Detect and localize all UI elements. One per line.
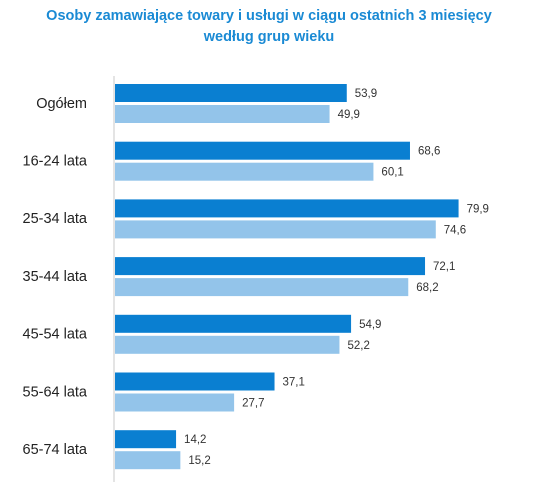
category-label: 45-54 lata — [23, 327, 88, 343]
bar-series-1 — [115, 314, 352, 333]
data-label: 27,7 — [242, 398, 264, 410]
bar-series-2 — [115, 105, 330, 123]
chart-title: Osoby zamawiające towary i usługi w ciąg… — [0, 6, 538, 48]
data-label: 37,1 — [283, 377, 305, 389]
data-label: 53,9 — [355, 88, 377, 100]
data-label: 49,9 — [338, 109, 360, 121]
plot-area: Ogółem 53,9 49,9 16-24 lata 68,6 60,1 25-34 la… — [23, 84, 489, 470]
data-label: 72,1 — [433, 261, 455, 273]
chart-title-line-1: Osoby zamawiające towary i usługi w ciąg… — [46, 8, 492, 24]
chart-title-line-2: według grup wieku — [203, 29, 335, 45]
data-label: 52,2 — [347, 340, 369, 352]
bar-series-1 — [115, 141, 410, 160]
bar-series-2 — [115, 220, 436, 239]
category-label: 16-24 lata — [23, 154, 88, 170]
category-label: 65-74 lata — [23, 442, 88, 458]
category-label: 55-64 lata — [23, 384, 88, 400]
category-label: Ogółem — [36, 96, 87, 112]
data-label: 14,2 — [184, 434, 206, 446]
category-label: 35-44 lata — [23, 269, 88, 285]
data-label: 54,9 — [359, 319, 381, 331]
bar-series-1 — [115, 430, 177, 449]
data-label: 60,1 — [381, 167, 403, 179]
bar-series-2 — [115, 393, 235, 412]
bar-series-1 — [115, 257, 426, 276]
category-label: 25-34 lata — [23, 211, 88, 227]
data-label: 74,6 — [444, 224, 466, 236]
data-label: 68,6 — [418, 146, 440, 158]
bar-series-1 — [115, 84, 347, 102]
bar-series-2 — [115, 162, 374, 181]
bar-series-2 — [115, 335, 340, 354]
bar-series-1 — [115, 372, 275, 391]
data-label: 68,2 — [416, 282, 438, 294]
bar-series-1 — [115, 199, 459, 218]
data-label: 79,9 — [467, 203, 489, 215]
bar-series-2 — [115, 451, 181, 470]
bar-series-2 — [115, 278, 409, 297]
data-label: 15,2 — [188, 455, 210, 467]
